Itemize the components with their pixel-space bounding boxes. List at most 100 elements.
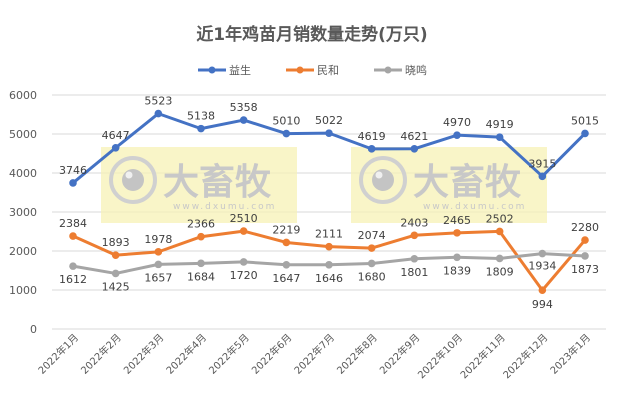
x-tick-label: 2022年3月 [121, 331, 167, 377]
data-label: 1873 [571, 263, 599, 276]
data-label: 1684 [187, 270, 215, 283]
data-label: 4919 [486, 118, 514, 131]
data-label: 5015 [571, 114, 599, 127]
data-point[interactable] [239, 227, 248, 235]
data-label: 1720 [230, 269, 258, 282]
data-point[interactable] [538, 172, 547, 181]
data-point[interactable] [325, 261, 333, 269]
data-label: 1839 [443, 264, 471, 277]
data-label: 2366 [187, 218, 215, 231]
data-label: 5138 [187, 110, 215, 123]
data-point[interactable] [581, 252, 589, 260]
legend-line-marker-icon [286, 66, 314, 74]
data-label: 2510 [230, 212, 258, 225]
legend: 益生 民和 晓鸣 [0, 62, 624, 78]
legend-line-marker-icon [198, 66, 226, 74]
legend-item[interactable]: 晓鸣 [373, 62, 427, 78]
y-tick-label: 5000 [9, 128, 37, 141]
legend-label: 民和 [317, 64, 339, 77]
data-point[interactable] [453, 229, 461, 237]
data-point[interactable] [154, 248, 163, 256]
data-point[interactable] [111, 251, 120, 259]
data-label: 3915 [528, 157, 556, 170]
data-point[interactable] [197, 124, 205, 133]
data-point[interactable] [495, 254, 504, 263]
data-point[interactable] [367, 244, 376, 252]
data-point[interactable] [197, 232, 205, 241]
data-point[interactable] [410, 144, 419, 153]
data-label: 2403 [400, 216, 428, 229]
data-label: 4619 [358, 130, 386, 143]
x-tick-label: 2022年11月 [457, 331, 507, 381]
data-label: 1647 [272, 272, 300, 285]
data-label: 1934 [528, 260, 556, 273]
data-point[interactable] [69, 179, 77, 187]
data-point[interactable] [282, 129, 291, 138]
watermark-url: www.dxumu.com [423, 202, 526, 212]
data-point[interactable] [410, 231, 419, 240]
watermark-logo-text: 大畜牧 [413, 162, 522, 203]
x-tick-label: 2022年10月 [415, 331, 465, 381]
data-point[interactable] [325, 129, 333, 137]
data-label: 4970 [443, 116, 471, 129]
data-point[interactable] [367, 145, 376, 153]
x-tick-label: 2022年1月 [35, 331, 81, 377]
x-tick-label: 2022年8月 [334, 331, 380, 377]
data-label: 2384 [59, 217, 87, 230]
data-label: 2502 [486, 212, 514, 225]
y-tick-label: 2000 [9, 245, 37, 258]
data-point[interactable] [367, 259, 376, 268]
data-point[interactable] [154, 109, 163, 118]
data-label: 1612 [59, 273, 87, 286]
y-tick-label: 3000 [9, 206, 37, 219]
data-point[interactable] [538, 249, 547, 258]
data-label: 5358 [230, 101, 258, 114]
x-tick-label: 2022年9月 [377, 331, 423, 377]
data-point[interactable] [282, 260, 291, 269]
data-label: 1646 [315, 272, 343, 285]
y-tick-label: 1000 [9, 284, 37, 297]
legend-label: 晓鸣 [405, 64, 427, 77]
legend-item[interactable]: 益生 [197, 62, 251, 78]
data-label: 2465 [443, 214, 471, 227]
data-point[interactable] [453, 131, 461, 139]
legend-item[interactable]: 民和 [285, 62, 339, 78]
data-label: 1809 [486, 265, 514, 278]
data-point[interactable] [495, 133, 504, 141]
data-point[interactable] [69, 262, 77, 270]
data-point[interactable] [111, 269, 120, 278]
data-point[interactable] [239, 258, 248, 266]
data-point[interactable] [154, 260, 163, 269]
data-point[interactable] [410, 254, 419, 263]
data-point[interactable] [325, 242, 333, 251]
data-point[interactable] [111, 143, 120, 152]
data-point[interactable] [239, 116, 248, 124]
data-point[interactable] [581, 129, 589, 138]
watermark-url: www.dxumu.com [173, 202, 276, 212]
data-label: 1425 [102, 280, 130, 293]
data-label: 2219 [272, 223, 300, 236]
data-label: 1893 [102, 236, 130, 249]
data-label: 2111 [315, 228, 343, 241]
data-label: 5010 [272, 115, 300, 128]
data-label: 4621 [400, 130, 428, 143]
watermark-logo-text: 大畜牧 [163, 162, 272, 203]
data-label: 2074 [358, 229, 386, 242]
data-point[interactable] [197, 259, 205, 268]
data-label: 5523 [144, 95, 172, 108]
data-label: 3746 [59, 164, 87, 177]
data-point[interactable] [69, 232, 77, 240]
y-tick-label: 6000 [9, 89, 37, 102]
data-point[interactable] [538, 286, 547, 295]
data-point[interactable] [453, 253, 461, 262]
data-point[interactable] [495, 227, 504, 236]
chart-title: 近1年鸡苗月销数量走势(万只) [196, 25, 428, 45]
data-point[interactable] [581, 236, 589, 244]
x-tick-label: 2022年12月 [500, 331, 550, 381]
data-point[interactable] [282, 238, 291, 247]
data-label: 2280 [571, 221, 599, 234]
